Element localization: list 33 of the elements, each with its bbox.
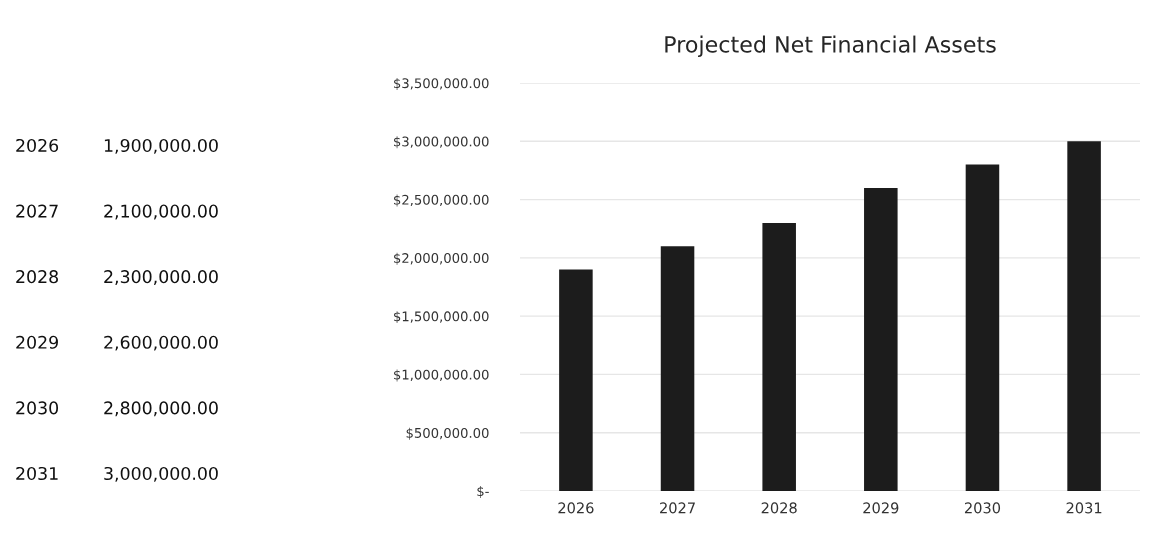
bar (864, 187, 898, 491)
x-tick-label: 2031 (1066, 502, 1102, 514)
y-tick-label: $500,000.00 (406, 427, 489, 440)
chart-title: Projected Net Financial Assets (665, 35, 996, 58)
y-tick-label: $3,500,000.00 (394, 77, 489, 90)
bar (965, 164, 1000, 491)
x-tick-label: 2027 (660, 502, 695, 514)
bar (762, 222, 796, 491)
text: 1,900,000.00 (104, 138, 218, 154)
text: 2,600,000.00 (104, 335, 218, 351)
y-tick-label: $- (477, 485, 489, 498)
x-tick-label: 2028 (761, 502, 797, 514)
x-tick-label: 2029 (863, 502, 899, 514)
y-tick-label: $2,000,000.00 (394, 252, 489, 265)
bar (559, 269, 593, 491)
y-tick-label: $3,000,000.00 (394, 136, 489, 149)
text: 2030 (16, 401, 59, 415)
bar (1067, 141, 1101, 491)
text: 2,100,000.00 (104, 204, 218, 220)
y-tick-label: $1,000,000.00 (394, 369, 489, 382)
text: 2028 (16, 270, 58, 284)
text: 3,000,000.00 (104, 466, 218, 482)
text: 2,300,000.00 (104, 270, 218, 286)
y-tick-label: $2,500,000.00 (394, 194, 489, 207)
text: 2026 (16, 138, 59, 153)
text: 2,800,000.00 (104, 401, 218, 417)
text: 2029 (16, 335, 58, 349)
x-tick-label: 2026 (558, 502, 594, 514)
text: 2027 (16, 204, 58, 218)
bar (660, 246, 695, 491)
x-tick-label: 2030 (964, 502, 1001, 514)
text: 2031 (16, 466, 58, 481)
y-tick-label: $1,500,000.00 (394, 311, 489, 324)
